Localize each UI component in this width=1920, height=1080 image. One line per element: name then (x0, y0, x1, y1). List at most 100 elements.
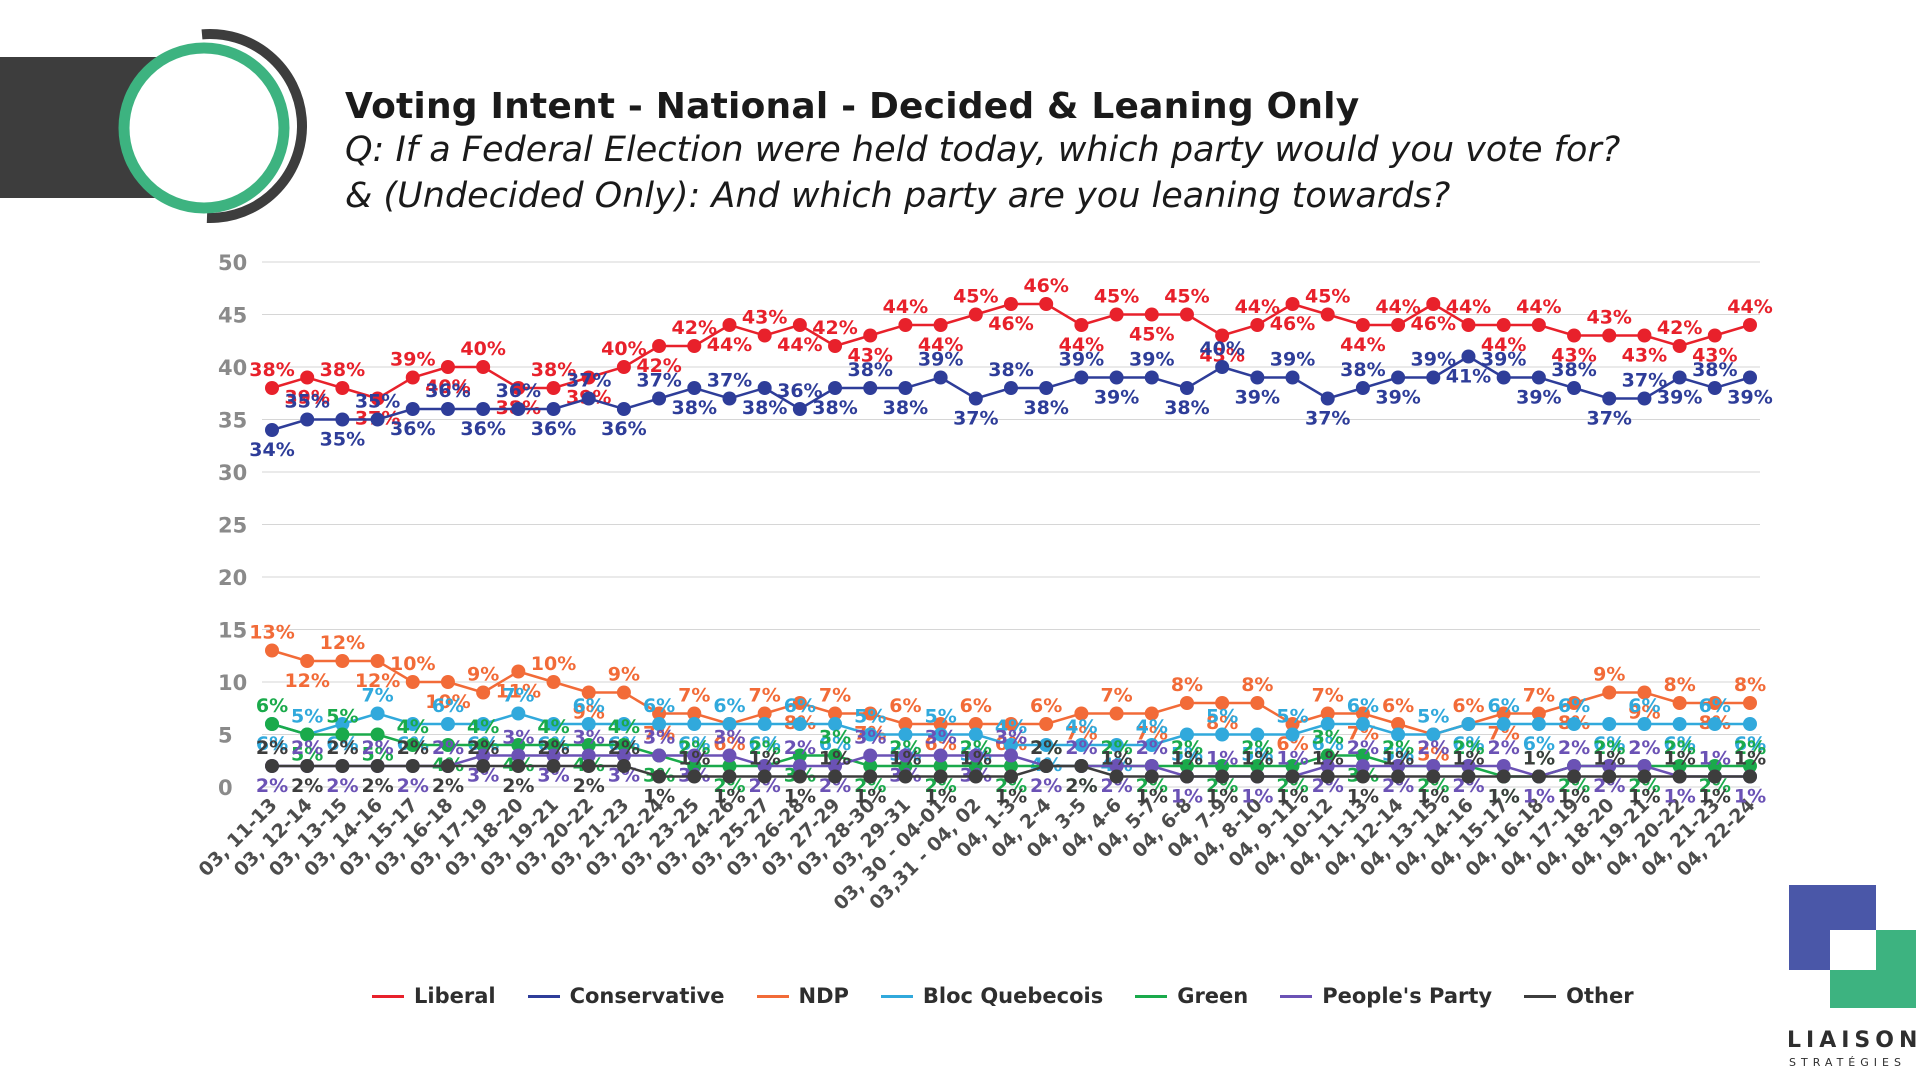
data-point-conservative (1109, 370, 1124, 385)
data-point-bloc-quebecois (511, 706, 526, 721)
data-point-liberal (1039, 297, 1054, 311)
data-point-conservative (933, 370, 948, 385)
data-label-people-s-party: 2% (1488, 737, 1520, 759)
data-point-other (757, 769, 772, 784)
liaison-brand-icon (1789, 885, 1916, 1008)
data-point-conservative (300, 412, 315, 427)
data-label-conservative: 36% (425, 380, 470, 402)
data-label-people-s-party: 3% (573, 727, 605, 749)
data-point-liberal (1250, 318, 1265, 332)
data-label-other: 1% (1136, 786, 1168, 808)
data-label-people-s-party: 1% (1276, 748, 1308, 770)
data-label-ndp: 7% (1312, 685, 1344, 707)
data-label-liberal: 44% (1059, 334, 1104, 356)
data-label-ndp: 6% (924, 733, 956, 755)
legend-swatch (1280, 994, 1313, 998)
data-point-bloc-quebecois (1496, 717, 1511, 731)
data-point-liberal (757, 328, 772, 343)
data-point-conservative (1672, 370, 1687, 385)
data-label-ndp: 10% (425, 691, 470, 713)
data-point-green (546, 738, 561, 752)
data-label-ndp: 8% (1734, 674, 1766, 696)
data-label-liberal: 44% (1516, 296, 1561, 318)
data-label-bloc-quebecois: 6% (573, 695, 605, 717)
data-point-other (265, 759, 279, 773)
data-label-other: 1% (1171, 748, 1203, 770)
legend-swatch (756, 994, 789, 998)
data-label-conservative: 36% (531, 418, 576, 440)
data-point-people-s-party (652, 748, 667, 763)
data-label-other: 2% (608, 737, 640, 759)
data-point-green (405, 738, 420, 752)
data-point-other (335, 759, 350, 773)
data-label-liberal: 38% (531, 359, 576, 381)
data-label-people-s-party: 1% (1241, 786, 1273, 808)
data-label-liberal: 44% (1727, 296, 1772, 318)
data-label-other: 2% (256, 737, 288, 759)
legend-label: Conservative (569, 984, 725, 1008)
data-point-people-s-party (757, 759, 772, 773)
data-point-green (792, 748, 807, 763)
data-point-bloc-quebecois (828, 717, 843, 731)
data-label-conservative: 39% (1270, 349, 1315, 371)
data-point-liberal (828, 339, 843, 353)
data-label-bloc-quebecois: 6% (1558, 695, 1590, 717)
data-label-green: 2% (1699, 775, 1731, 797)
data-point-liberal (1391, 318, 1406, 332)
data-point-ndp (440, 675, 455, 689)
data-label-other: 1% (995, 786, 1027, 808)
data-point-conservative (1743, 370, 1757, 385)
data-point-green (1320, 748, 1335, 763)
data-label-bloc-quebecois: 6% (643, 695, 675, 717)
data-point-other (546, 759, 561, 773)
data-label-liberal: 42% (672, 317, 717, 339)
data-point-green (335, 727, 350, 742)
data-label-other: 1% (784, 786, 816, 808)
data-label-conservative: 38% (883, 397, 928, 419)
data-label-ndp: 10% (390, 653, 435, 675)
data-point-green (828, 748, 843, 763)
data-label-liberal: 44% (918, 334, 963, 356)
data-point-other (828, 769, 843, 784)
data-label-green: 2% (1663, 737, 1695, 759)
data-label-people-s-party: 1% (1523, 786, 1555, 808)
y-tick-label: 45 (218, 304, 247, 328)
data-point-bloc-quebecois (546, 717, 561, 731)
data-point-bloc-quebecois (968, 727, 983, 742)
data-point-other (511, 759, 526, 773)
data-label-people-s-party: 3% (713, 727, 745, 749)
data-label-ndp: 5% (1417, 744, 1449, 766)
data-point-ndp (1109, 706, 1124, 721)
data-point-liberal (1531, 318, 1546, 332)
data-label-bloc-quebecois: 6% (1312, 733, 1344, 755)
data-point-liberal (405, 370, 420, 385)
data-label-liberal: 43% (1551, 345, 1596, 367)
data-point-bloc-quebecois (1426, 727, 1441, 742)
data-point-conservative (1531, 370, 1546, 385)
data-point-other (652, 769, 667, 784)
data-point-other (1602, 769, 1617, 784)
data-point-ndp (581, 685, 596, 700)
data-point-other (1285, 769, 1300, 784)
data-label-people-s-party: 3% (854, 727, 886, 749)
data-point-liberal (1496, 318, 1511, 332)
data-point-conservative (370, 412, 385, 427)
data-label-people-s-party: 2% (256, 775, 288, 797)
data-label-liberal: 42% (812, 317, 857, 339)
data-point-liberal (1074, 318, 1089, 332)
data-point-liberal (1109, 307, 1124, 322)
data-point-other (968, 769, 983, 784)
data-point-conservative (405, 402, 420, 416)
data-label-other: 1% (678, 748, 710, 770)
data-label-green: 3% (1312, 727, 1344, 749)
data-point-bloc-quebecois (757, 717, 772, 731)
data-label-ndp: 6% (889, 695, 921, 717)
data-label-conservative: 37% (953, 408, 998, 430)
data-label-green: 4% (608, 716, 640, 738)
data-point-conservative (581, 391, 596, 406)
data-label-liberal: 45% (953, 286, 998, 308)
data-label-bloc-quebecois: 5% (924, 706, 956, 728)
data-point-people-s-party (898, 748, 913, 763)
data-point-ndp (265, 643, 279, 658)
